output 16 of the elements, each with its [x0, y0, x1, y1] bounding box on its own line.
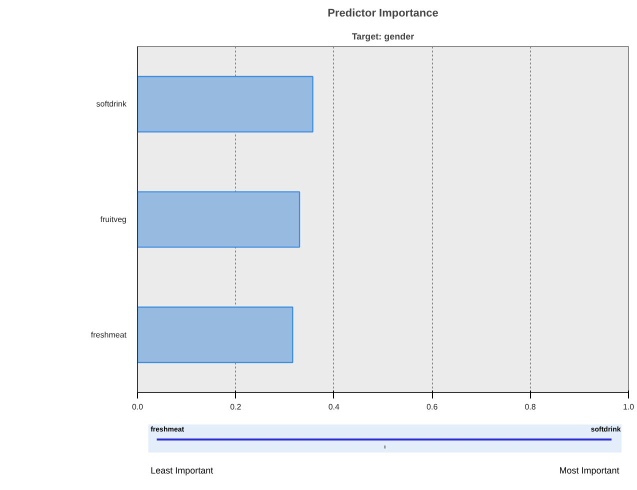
text: Least Important: [150, 466, 214, 476]
x-tick-label: 0.8: [524, 402, 536, 412]
x-tick-label: 0.6: [426, 402, 438, 412]
chart-title: Predictor Importance: [328, 8, 438, 20]
y-tick-label: freshmeat: [90, 330, 128, 340]
bar: [138, 306, 294, 364]
text: Most Important: [559, 466, 620, 476]
x-tick-label: 0.0: [132, 402, 144, 412]
bar: [138, 191, 300, 248]
x-tick-label: 0.2: [230, 402, 242, 412]
y-tick-label: softdrink: [96, 100, 128, 109]
y-tick-label: fruitveg: [100, 215, 126, 224]
x-tick-label: 1.0: [622, 402, 635, 412]
bar: [138, 76, 314, 132]
x-tick-label: 0.4: [328, 402, 340, 412]
chart-subtitle: Target: gender: [352, 32, 415, 42]
